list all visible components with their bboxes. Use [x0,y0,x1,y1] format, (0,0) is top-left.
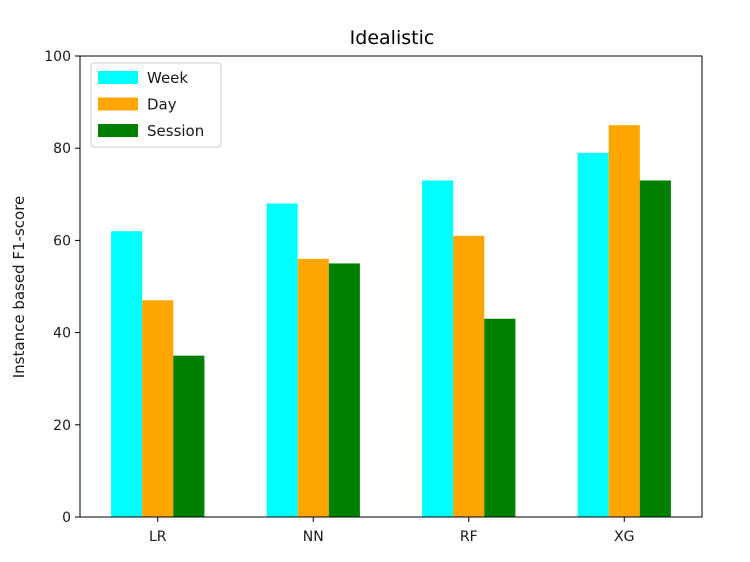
bar-week-xg [577,152,609,517]
bar-week-nn [266,203,298,517]
plot-frame [79,55,703,518]
bar-session-xg [639,180,671,517]
bar-week-rf [422,180,454,517]
y-tick-label: 0 [62,510,71,526]
y-tick-label: 80 [53,141,71,157]
bar-week-lr [111,231,143,517]
y-axis-label: Instance based F1-score [10,196,28,379]
bar-day-rf [453,235,485,518]
bar-session-lr [173,355,205,517]
legend-label-day: Day [147,96,177,114]
legend-swatch-session [98,124,138,137]
bar-day-lr [142,300,174,517]
y-tick-label: 40 [53,326,71,342]
legend-swatch-day [98,97,138,111]
legend-swatch-week [98,71,138,84]
y-tick-label: 60 [53,233,71,249]
x-tick-label: NN [303,529,324,545]
bar-session-nn [328,263,360,517]
bar-day-xg [608,125,640,518]
x-tick-label: RF [460,529,478,545]
legend-label-week: Week [147,69,188,87]
bar-session-rf [484,318,516,517]
plot-area: 0 20 40 60 80 100 LR NN RF XG [44,49,703,545]
x-tick-label: LR [149,529,167,545]
legend: Week Day Session [90,62,222,148]
y-tick-label: 100 [44,49,71,65]
x-tick-label: XG [614,529,634,545]
y-tick-label: 20 [53,418,71,434]
bar-day-nn [297,258,329,517]
legend-label-session: Session [147,122,204,140]
chart-title: Idealistic [350,27,435,49]
